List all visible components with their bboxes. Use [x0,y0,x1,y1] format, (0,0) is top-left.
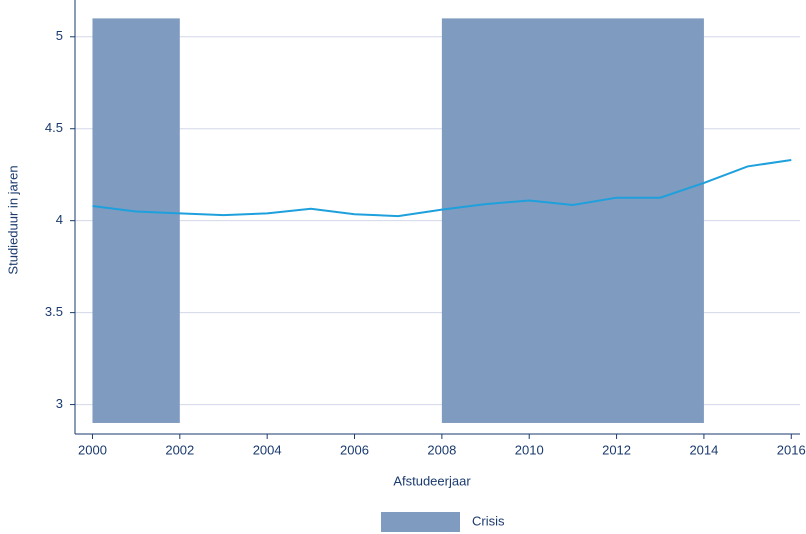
y-tick-label: 4 [56,212,63,227]
y-axis-label: Studieduur in jaren [5,165,20,274]
x-tick-label: 2004 [253,442,282,457]
crisis-band [92,18,180,423]
x-tick-label: 2016 [777,442,806,457]
y-tick-label: 5 [56,28,63,43]
x-tick-label: 2014 [689,442,718,457]
legend-swatch [381,512,460,532]
x-tick-label: 2012 [602,442,631,457]
y-tick-label: 3.5 [45,304,63,319]
x-tick-label: 2000 [78,442,107,457]
y-tick-label: 4.5 [45,120,63,135]
x-tick-label: 2008 [427,442,456,457]
crisis-band [441,18,704,423]
legend-label: Crisis [472,513,505,528]
x-tick-label: 2002 [165,442,194,457]
line [92,159,792,218]
x-tick-label: 2006 [340,442,369,457]
x-axis-label: Afstudeerjaar [393,473,471,488]
y-tick-label: 3 [56,396,63,411]
x-tick-label: 2010 [515,442,544,457]
